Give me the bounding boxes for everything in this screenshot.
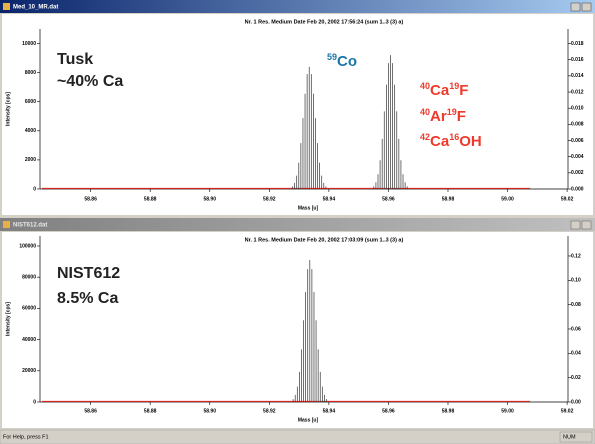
x-tick-label: 59.02 (561, 408, 574, 414)
y2-tick-label: 0.06 (571, 326, 581, 332)
element: Ar (430, 108, 447, 125)
x-tick-label: 58.90 (203, 196, 216, 202)
y-axis-title: Intensity [cps] (5, 302, 11, 336)
y2-tick-label: 0.006 (571, 138, 584, 144)
x-tick-label: 58.96 (382, 408, 395, 414)
y-tick-label: 80000 (22, 275, 36, 281)
element: F (459, 82, 468, 99)
y2-tick-label: 0.002 (571, 170, 584, 176)
y-tick-label: 10000 (22, 41, 36, 47)
title-bar (0, 218, 595, 231)
x-tick-label: 58.98 (442, 408, 455, 414)
element: OH (459, 133, 482, 150)
element: Co (337, 53, 357, 70)
y-tick-label: 100000 (19, 243, 36, 249)
y-axis-title: Intensity [cps] (5, 92, 11, 126)
chart: Nr. 1 Res. Medium Date Feb 20, 2002 17:5… (5, 19, 583, 211)
chart-title: Nr. 1 Res. Medium Date Feb 20, 2002 17:0… (245, 237, 404, 243)
y2-tick-label: 0.018 (571, 41, 584, 47)
y2-tick-label: 0.08 (571, 302, 581, 308)
x-tick-label: 58.94 (323, 196, 336, 202)
y-tick-label: 20000 (22, 368, 36, 374)
x-tick-label: 58.86 (84, 196, 97, 202)
x-axis-title: Mass [u] (298, 205, 319, 211)
minimize-button[interactable] (570, 2, 581, 12)
window-title: Med_10_MR.dat (13, 5, 58, 11)
x-tick-label: 59.00 (501, 408, 514, 414)
y2-tick-label: 0.00 (571, 399, 581, 405)
x-tick-label: 58.88 (144, 408, 157, 414)
y2-tick-label: 0.04 (571, 351, 581, 357)
sample-label: ~40% Ca (57, 73, 123, 90)
y-tick-label: 0 (33, 399, 36, 405)
status-bar (0, 429, 595, 444)
sample-label: NIST612 (57, 265, 120, 282)
y2-tick-label: 0.012 (571, 89, 584, 95)
mass-number: 40 (420, 107, 430, 117)
y2-tick-label: 0.010 (571, 106, 584, 112)
window-icon (3, 3, 10, 10)
y-tick-label: 2000 (25, 157, 36, 163)
isotope-label: 40Ar19F (420, 107, 466, 125)
status-text: For Help, press F1 (3, 434, 49, 440)
y-tick-label: 6000 (25, 99, 36, 105)
element: Ca (430, 133, 450, 150)
isotope-label: 59Co (327, 52, 357, 70)
minimize-button[interactable] (570, 220, 581, 230)
status-pane (559, 431, 593, 443)
y-tick-label: 40000 (22, 337, 36, 343)
y-tick-label: 0 (33, 186, 36, 192)
x-tick-label: 58.88 (144, 196, 157, 202)
x-tick-label: 58.96 (382, 196, 395, 202)
element: Ca (430, 82, 450, 99)
mass-number: 59 (327, 52, 337, 62)
y2-tick-label: 0.016 (571, 57, 584, 63)
mass-number: 16 (449, 132, 459, 142)
y2-tick-label: 0.014 (571, 73, 584, 79)
window-title: NIST612.dat (13, 223, 47, 229)
y2-tick-label: 0.000 (571, 186, 584, 192)
chart-panel (2, 14, 593, 215)
x-tick-label: 59.02 (561, 196, 574, 202)
y2-tick-label: 0.02 (571, 375, 581, 381)
x-tick-label: 58.94 (323, 408, 336, 414)
y2-tick-label: 0.10 (571, 278, 581, 284)
maximize-button[interactable] (581, 220, 592, 230)
x-tick-label: 58.90 (203, 408, 216, 414)
mass-number: 19 (447, 107, 457, 117)
y2-tick-label: 0.008 (571, 122, 584, 128)
mass-number: 42 (420, 132, 430, 142)
title-bar (0, 0, 595, 13)
y-tick-label: 8000 (25, 70, 36, 76)
status-mode: NUM (563, 434, 576, 440)
x-axis-title: Mass [u] (298, 417, 319, 423)
chart: Nr. 1 Res. Medium Date Feb 20, 2002 17:0… (5, 236, 581, 423)
element: F (457, 108, 466, 125)
x-tick-label: 58.92 (263, 408, 276, 414)
y-tick-label: 60000 (22, 306, 36, 312)
x-tick-label: 58.98 (442, 196, 455, 202)
chart-title: Nr. 1 Res. Medium Date Feb 20, 2002 17:5… (245, 19, 404, 25)
isotope-label: 40Ca19F (420, 81, 468, 99)
y2-tick-label: 0.004 (571, 154, 584, 160)
x-tick-label: 58.86 (84, 408, 97, 414)
isotope-label: 42Ca16OH (420, 132, 482, 150)
x-tick-label: 58.92 (263, 196, 276, 202)
mass-number: 19 (449, 81, 459, 91)
sample-label: Tusk (57, 51, 93, 68)
sample-label: 8.5% Ca (57, 290, 118, 307)
y-tick-label: 4000 (25, 128, 36, 134)
x-tick-label: 59.00 (501, 196, 514, 202)
mass-number: 40 (420, 81, 430, 91)
maximize-button[interactable] (581, 2, 592, 12)
window-icon (3, 221, 10, 228)
y2-tick-label: 0.12 (571, 253, 581, 259)
